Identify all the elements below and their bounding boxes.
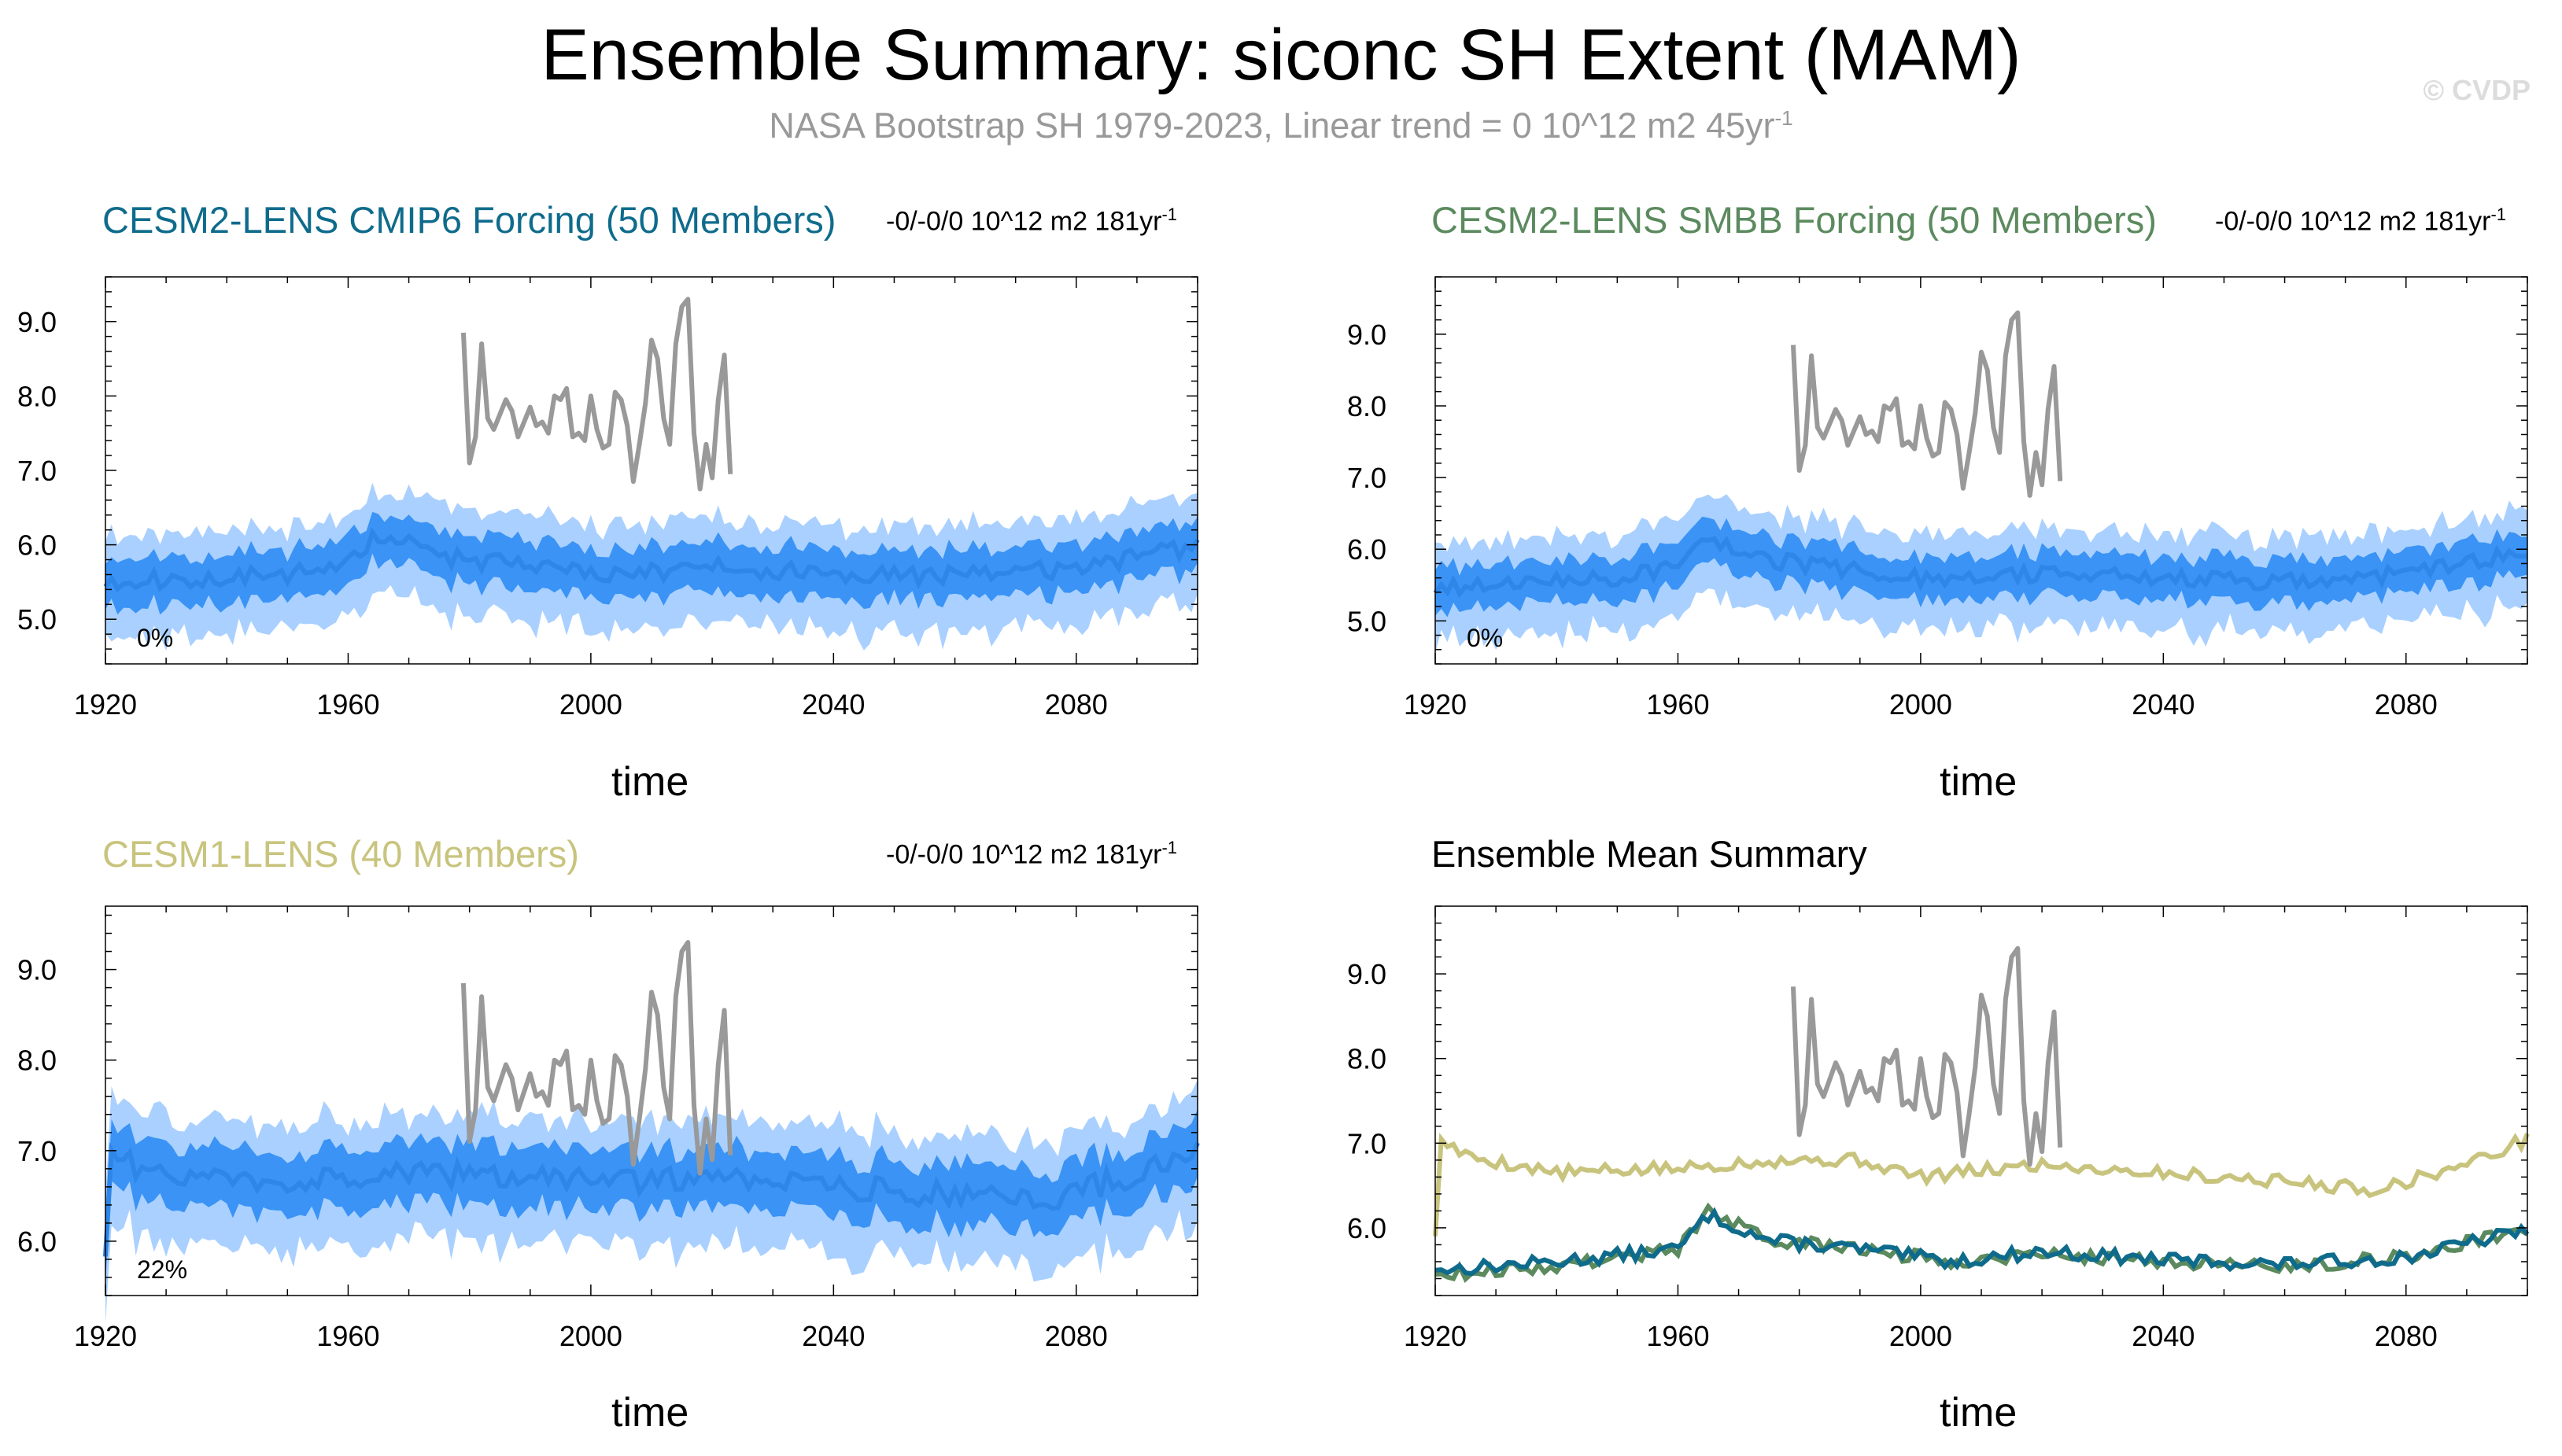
- x-tick-label: 1920: [74, 1320, 137, 1352]
- panel-title-cesm1: CESM1-LENS (40 Members): [102, 833, 579, 875]
- x-tick-label: 2040: [802, 688, 865, 721]
- trend-text: -0/-0/0 10^12 m2 181yr: [2215, 206, 2491, 237]
- plot-frame: [1434, 905, 2528, 1296]
- subtitle-text: NASA Bootstrap SH 1979-2023, Linear tren…: [769, 105, 1775, 146]
- x-axis-title-cesm2-smbb: time: [1940, 759, 2017, 805]
- ensemble-mean-line: [103, 1141, 1200, 1257]
- cvdp-watermark: © CVDP: [2423, 74, 2531, 106]
- trend-label-cesm2-smbb: -0/-0/0 10^12 m2 181yr-1: [2215, 205, 2506, 237]
- trend-text: -0/-0/0 10^12 m2 181yr: [886, 839, 1162, 870]
- series-line-cesm1-lens: [1433, 1132, 2530, 1237]
- y-tick-label: 5.0: [1347, 605, 1386, 637]
- observations-line: [460, 297, 733, 492]
- x-tick-label: 2000: [1889, 688, 1952, 721]
- trend-exponent: -1: [1161, 838, 1178, 857]
- x-tick-label: 1960: [316, 1320, 379, 1352]
- trend-label-cesm2-cmip6: -0/-0/0 10^12 m2 181yr-1: [886, 205, 1177, 237]
- percent-label: 0%: [1467, 624, 1503, 652]
- series-line-cesm2-lens-smbb: [1434, 1202, 2529, 1283]
- x-tick-label: 2040: [2132, 1320, 2195, 1352]
- trend-label-cesm1: -0/-0/0 10^12 m2 181yr-1: [886, 838, 1177, 870]
- y-tick-label: 5.0: [17, 603, 57, 636]
- x-axis-title-cesm1: time: [611, 1390, 689, 1436]
- trend-exponent: -1: [1161, 205, 1178, 224]
- x-tick-label: 2000: [559, 1320, 622, 1352]
- panel-ensemble-mean: 1920 1960 2000 2040 2080 6.0 7.0 8.0 9.0: [1347, 905, 2530, 1352]
- y-tick-label: 9.0: [1347, 958, 1386, 990]
- x-tick-label: 2080: [1045, 1320, 1108, 1352]
- y-tick-label: 7.0: [1347, 1127, 1386, 1159]
- subtitle-exponent: -1: [1774, 106, 1793, 130]
- y-tick-label: 6.0: [17, 1226, 57, 1258]
- subtitle: NASA Bootstrap SH 1979-2023, Linear tren…: [0, 105, 2562, 146]
- ensemble-mean-line: [103, 527, 1200, 592]
- percent-label: 22%: [137, 1255, 187, 1284]
- observations-line: [1790, 945, 2063, 1167]
- x-tick-label: 2040: [2132, 688, 2195, 721]
- y-tick-label: 7.0: [17, 1135, 57, 1167]
- panel-cesm2-smbb: 0% 1920 1960 2000 2040 2080 5.0 6.0 7.0 8.0 9.0: [1347, 276, 2528, 721]
- y-tick-label: 8.0: [1347, 1043, 1386, 1075]
- x-tick-label: 1920: [1404, 1320, 1467, 1352]
- x-axis-title-cesm2-cmip6: time: [611, 759, 689, 805]
- trend-text: -0/-0/0 10^12 m2 181yr: [886, 206, 1162, 237]
- y-tick-label: 8.0: [17, 1045, 57, 1077]
- observations-line: [1790, 310, 2063, 498]
- y-tick-label: 7.0: [1347, 462, 1386, 494]
- x-tick-label: 2000: [1889, 1320, 1952, 1352]
- series-line-cesm2-lens-cmip6: [1434, 1207, 2530, 1277]
- trend-exponent: -1: [2490, 205, 2507, 224]
- x-tick-label: 1960: [1646, 688, 1709, 721]
- percent-label: 0%: [137, 624, 173, 652]
- x-tick-label: 2040: [802, 1320, 865, 1352]
- x-tick-label: 1920: [74, 688, 137, 721]
- y-tick-label: 6.0: [1347, 1212, 1386, 1244]
- panel-title-cesm2-cmip6: CESM2-LENS CMIP6 Forcing (50 Members): [102, 199, 836, 241]
- y-tick-label: 8.0: [17, 380, 57, 412]
- y-tick-label: 7.0: [17, 455, 57, 487]
- y-tick-label: 8.0: [1347, 390, 1386, 422]
- ensemble-iqr-band: [105, 1109, 1198, 1282]
- x-tick-label: 2080: [2375, 688, 2438, 721]
- x-tick-label: 2000: [559, 688, 622, 721]
- x-tick-label: 1920: [1404, 688, 1467, 721]
- panel-title-ensemble-mean: Ensemble Mean Summary: [1431, 833, 1867, 875]
- x-axis-title-ensemble-mean: time: [1940, 1390, 2017, 1436]
- observations-line: [460, 940, 733, 1176]
- x-tick-label: 1960: [1646, 1320, 1709, 1352]
- y-tick-label: 6.0: [17, 529, 57, 562]
- y-tick-label: 6.0: [1347, 533, 1386, 566]
- y-tick-label: 9.0: [1347, 319, 1386, 351]
- panel-cesm2-cmip6: 0% 1920 1960 2000 2040 2080 5.0 6.0 7.0 8.0 9.0: [17, 276, 1200, 721]
- panel-cesm1: 22% 1920 1960 2000 2040 2080 6.0 7.0 8.0 9.0: [17, 905, 1200, 1352]
- panel-title-cesm2-smbb: CESM2-LENS SMBB Forcing (50 Members): [1431, 199, 2157, 241]
- x-tick-label: 2080: [1045, 688, 1108, 721]
- y-tick-label: 9.0: [17, 954, 57, 986]
- x-tick-label: 2080: [2375, 1320, 2438, 1352]
- x-tick-label: 1960: [316, 688, 379, 721]
- ensemble-mean-line: [1433, 536, 2528, 599]
- main-title: Ensemble Summary: siconc SH Extent (MAM): [541, 15, 2021, 95]
- y-tick-label: 9.0: [17, 306, 57, 338]
